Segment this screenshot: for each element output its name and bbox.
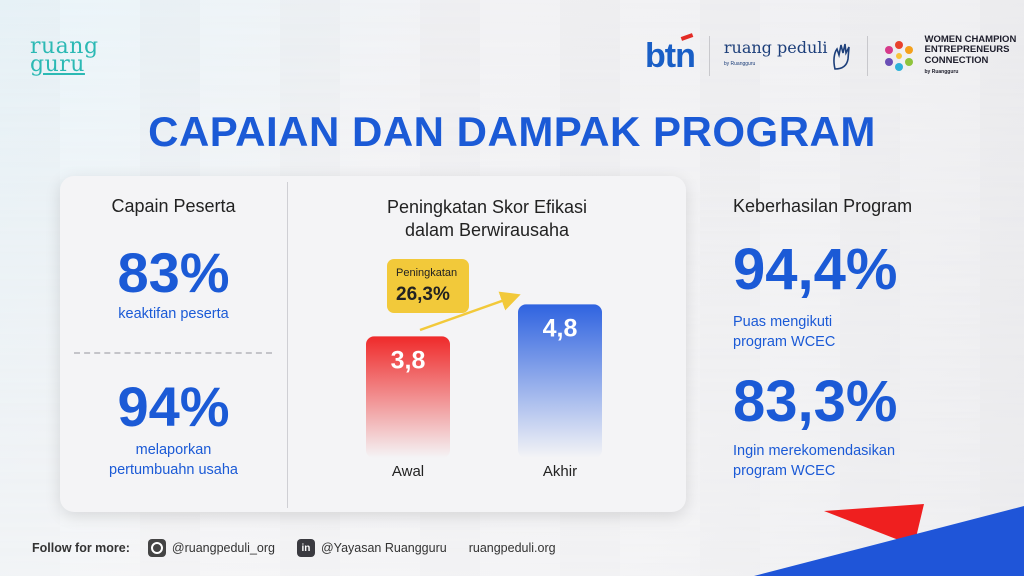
logo-divider [708,36,710,76]
ruangpeduli-logo: ruang peduli by Ruangguru [724,40,854,71]
hand-heart-icon [833,43,851,70]
stat-pertumbuhan-label: melaporkan pertumbuahn usaha [109,442,238,478]
partner-logos: btn ruang peduli by Ruangguru WOMEN CHAM… [645,32,1016,78]
bar-value-label: 4,8 [543,314,578,342]
bar-akhir [518,304,602,458]
stat-rekomendasi-label: Ingin merekomendasikan program WCEC [733,443,896,479]
annotation-box [387,259,469,313]
website-link[interactable]: ruangpeduli.org [468,541,556,555]
flower-people-icon [885,41,914,71]
ruangguru-logo: ruang guru [30,34,99,77]
category-label: Akhir [543,463,577,480]
stat-pertumbuhan-value: 94% [117,375,230,438]
linkedin-link[interactable]: in @Yayasan Ruangguru [296,539,447,557]
left-heading: Capain Peserta [111,196,236,216]
stat-puas-label: Puas mengikuti program WCEC [733,314,836,350]
right-heading: Keberhasilan Program [733,196,913,216]
follow-label: Follow for more: [32,541,130,555]
footer: Follow for more: @ruangpeduli_org in @Ya… [32,539,578,557]
btn-logo: btn [645,32,696,76]
instagram-link[interactable]: @ruangpeduli_org [147,539,275,557]
efikasi-bar-chart: 3,8 Awal 4,8 Akhir Peningkatan 26,3% [366,259,602,480]
annotation-value: 26,3% [396,284,450,305]
bar-value-label: 3,8 [391,346,426,374]
chart-title: Peningkatan Skor Efikasi dalam Berwiraus… [386,197,588,240]
stats-card: Capain Peserta 83% keaktifan peserta 94%… [60,176,686,512]
annotation-label: Peningkatan [396,267,457,279]
instagram-icon [147,539,166,557]
category-label: Awal [392,463,424,480]
stat-keaktifan-value: 83% [117,241,230,304]
card-divider [287,182,288,508]
logo-divider [867,36,869,76]
stat-puas-value: 94,4% [733,237,898,302]
wcec-logo: WOMEN CHAMPION ENTREPRENEURS CONNECTION … [882,34,1016,78]
dashed-divider [74,352,272,354]
corner-decoration [754,504,1024,576]
increase-arrow [419,291,521,332]
linkedin-icon: in [296,539,315,557]
stat-keaktifan-label: keaktifan peserta [118,306,229,322]
stat-rekomendasi-value: 83,3% [733,369,898,434]
bar-awal [366,336,450,458]
page-title: CAPAIAN DAN DAMPAK PROGRAM [148,108,876,155]
